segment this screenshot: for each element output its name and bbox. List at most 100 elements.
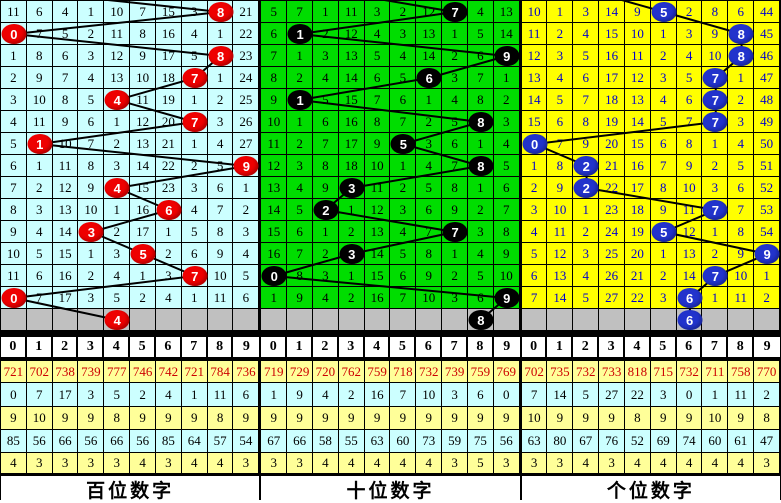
trend-cell: 1 (1, 45, 27, 67)
trend-cell: 5 (181, 45, 208, 67)
stat-cell: 9 (181, 407, 208, 430)
trend-cell: 9 (287, 287, 313, 309)
trend-cell: 17 (338, 133, 365, 155)
trend-cell: 5 (493, 155, 520, 177)
trend-cell: 3 (442, 67, 468, 89)
stat-cell: 75 (467, 430, 494, 453)
trend-cell (390, 309, 417, 331)
trend-cell: 14 (624, 111, 651, 133)
trend-cell: 16 (261, 243, 288, 265)
trend-cell (390, 133, 417, 155)
stat-cell: 22 (624, 383, 651, 407)
stat-cell: 3 (52, 453, 79, 474)
trend-cell: 26 (233, 111, 260, 133)
trend-cell: 7 (442, 155, 468, 177)
stat-cell: 9 (287, 407, 313, 430)
trend-cell: 8 (416, 243, 443, 265)
stat-cell: 9 (493, 407, 520, 430)
stat-cell: 56 (26, 430, 53, 453)
stat-cell: 729 (287, 361, 313, 383)
stat-cell: 52 (624, 430, 651, 453)
trend-cell (521, 309, 548, 331)
trend-cell: 5 (26, 243, 53, 265)
trend-cell (676, 287, 703, 309)
trend-cell: 10 (130, 67, 156, 89)
trend-cell (442, 309, 468, 331)
trend-cell: 3 (104, 155, 131, 177)
trend-cell: 3 (547, 45, 574, 67)
trend-cell: 2 (312, 243, 339, 265)
trend-cell: 3 (573, 243, 600, 265)
stat-cell: 6 (467, 383, 494, 407)
trend-grid: 10 1 3 14 9 2 8 6 44 11 2 4 15 10 1 3 9 45 12 3 5 16 11 2 4 10 46 1… (521, 1, 780, 331)
trend-cell: 3 (390, 23, 417, 45)
stat-cell: 4 (312, 453, 339, 474)
trend-cell: 11 (728, 287, 755, 309)
trend-cell: 4 (676, 45, 703, 67)
trend-cell: 1 (312, 221, 339, 243)
trend-cell: 16 (599, 45, 625, 67)
trend-cell (181, 111, 208, 133)
trend-cell: 12 (130, 111, 156, 133)
trend-cell: 12 (521, 45, 548, 67)
stat-cell: 4 (573, 453, 600, 474)
trend-cell: 2 (287, 67, 313, 89)
trend-cell: 6 (312, 111, 339, 133)
stat-cell: 738 (52, 361, 79, 383)
trend-cell (261, 265, 288, 287)
trend-cell: 23 (155, 177, 182, 199)
trend-cell (104, 309, 131, 331)
digit-header-cell: 5 (651, 337, 677, 357)
trend-cell: 11 (52, 155, 79, 177)
trend-cell: 17 (52, 287, 79, 309)
digit-header-cell: 3 (339, 337, 365, 357)
trend-cell: 3 (26, 199, 53, 221)
trend-cell (130, 243, 156, 265)
stat-cell: 721 (181, 361, 208, 383)
trend-cell (467, 111, 494, 133)
trend-cell: 1 (155, 221, 182, 243)
trend-cell: 5 (390, 243, 417, 265)
stat-cell: 3 (442, 453, 468, 474)
trend-cell: 9 (493, 243, 520, 265)
stat-cell: 8 (624, 407, 651, 430)
trend-cell: 53 (754, 199, 780, 221)
stat-cell: 9 (233, 407, 260, 430)
stat-cell: 56 (78, 430, 105, 453)
trend-cell (233, 155, 260, 177)
trend-cell (78, 309, 105, 331)
trend-cell: 15 (599, 23, 625, 45)
trend-cell: 3 (364, 1, 391, 23)
stat-cell: 5 (467, 453, 494, 474)
trend-cell: 4 (181, 23, 208, 45)
stat-cell: 9 (442, 407, 468, 430)
trend-cell (207, 45, 234, 67)
trend-cell: 2 (547, 23, 574, 45)
stat-cell: 9 (155, 407, 182, 430)
trend-cell: 10 (416, 287, 443, 309)
trend-cell: 13 (364, 221, 391, 243)
trend-cell: 5 (467, 23, 494, 45)
trend-cell: 1 (547, 1, 574, 23)
trend-area: 11 6 4 1 10 7 15 3 21 7 5 2 11 8 16 4 1 22 1 8 6 3 12 9 17 5 23 2 9 7… (1, 1, 260, 331)
trend-cell: 6 (547, 111, 574, 133)
trend-cell: 10 (104, 1, 131, 23)
trend-cell (547, 309, 574, 331)
stats-rows: 719 729 720 762 759 718 732 739 759 769 1 9 4 2 16 7 10 3… (261, 361, 520, 474)
trend-cell (104, 177, 131, 199)
separator-bar (1, 331, 260, 337)
stat-cell: 11 (207, 383, 234, 407)
stat-cell: 1 (702, 383, 729, 407)
stat-cell: 1 (261, 383, 288, 407)
trend-cell: 6 (52, 45, 79, 67)
trend-cell: 1 (442, 23, 468, 45)
trend-cell: 1 (702, 133, 729, 155)
stat-cell: 718 (390, 361, 417, 383)
stat-cell: 4 (312, 383, 339, 407)
trend-cell: 15 (261, 221, 288, 243)
trend-cell: 5 (104, 287, 131, 309)
trend-cell (702, 309, 729, 331)
trend-cell: 6 (442, 133, 468, 155)
trend-cell (181, 309, 208, 331)
digit-header-cell: 7 (702, 337, 729, 357)
